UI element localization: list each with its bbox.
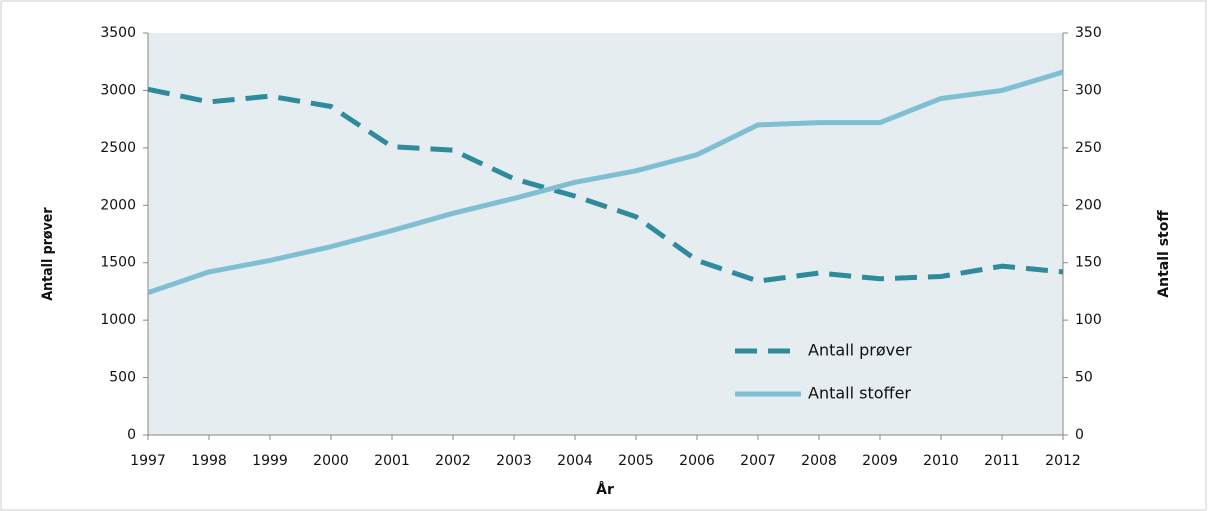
y2-tick-label: 300	[1075, 82, 1102, 98]
series-line	[147, 86, 1064, 284]
x-tick-label: 2007	[740, 453, 776, 469]
x-tick-label: 2011	[984, 453, 1020, 469]
y-axis-label: Antall prøver	[40, 207, 56, 301]
x-axis-label: År	[596, 481, 614, 498]
y-tick-label: 1500	[100, 255, 136, 271]
y2-tick-label: 50	[1075, 370, 1093, 386]
y2-tick-label: 250	[1075, 140, 1102, 156]
x-tick-label: 2003	[496, 453, 532, 469]
y-tick-label: 500	[109, 370, 136, 386]
y2-tick-label: 200	[1075, 197, 1102, 213]
y-tick-label: 0	[127, 427, 136, 443]
x-tick-label: 2009	[862, 453, 898, 469]
y2-axis-label: Antall stoff	[1156, 210, 1172, 298]
x-tick-label: 2000	[313, 453, 349, 469]
y2-tick-label: 100	[1075, 312, 1102, 328]
x-tick-label: 2006	[679, 453, 715, 469]
x-tick-label: 2008	[801, 453, 837, 469]
y-tick-label: 3500	[100, 25, 136, 41]
x-tick-label: 2004	[557, 453, 593, 469]
series-line	[147, 69, 1064, 295]
x-tick-label: 1998	[191, 453, 227, 469]
y-tick-label: 3000	[100, 82, 136, 98]
y2-tick-label: 350	[1075, 25, 1102, 41]
plot-area	[148, 33, 1063, 435]
legend-label: Antall stoffer	[808, 384, 911, 403]
x-tick-label: 1997	[130, 453, 166, 469]
y2-tick-label: 0	[1075, 427, 1084, 443]
x-tick-label: 1999	[252, 453, 288, 469]
y2-tick-label: 150	[1075, 255, 1102, 271]
x-tick-label: 2010	[923, 453, 959, 469]
y-tick-label: 2000	[100, 197, 136, 213]
x-tick-label: 2002	[435, 453, 471, 469]
legend-label: Antall prøver	[808, 341, 912, 360]
x-tick-label: 2001	[374, 453, 410, 469]
y-tick-label: 1000	[100, 312, 136, 328]
x-tick-label: 2005	[618, 453, 654, 469]
x-tick-label: 2012	[1045, 453, 1081, 469]
y-tick-label: 2500	[100, 140, 136, 156]
